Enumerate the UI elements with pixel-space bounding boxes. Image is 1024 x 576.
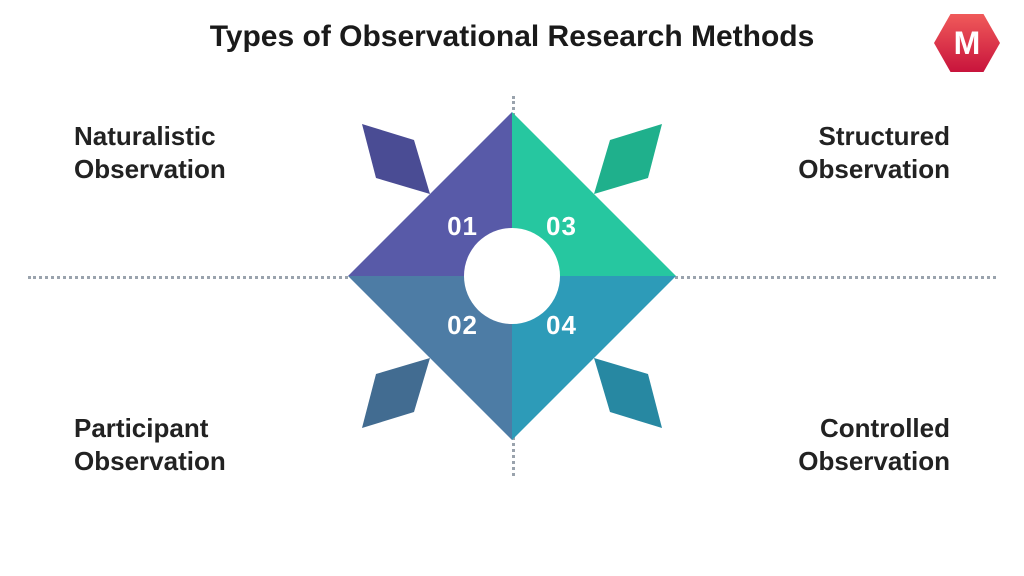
center-circle — [464, 228, 560, 324]
quadrant-bl-number: 02 — [447, 310, 478, 341]
label-bl: Participant Observation — [74, 412, 226, 479]
quadrant-tl-number: 01 — [447, 211, 478, 242]
label-tr: Structured Observation — [798, 120, 950, 187]
label-br: Controlled Observation — [798, 412, 950, 479]
brand-logo: M — [934, 14, 1000, 72]
quadrant-br-number: 04 — [546, 310, 577, 341]
quadrant-diagram: 01 03 02 04 — [312, 76, 712, 476]
label-tl: Naturalistic Observation — [74, 120, 226, 187]
logo-letter: M — [954, 25, 981, 61]
page-title: Types of Observational Research Methods — [0, 20, 1024, 54]
quadrant-tr-number: 03 — [546, 211, 577, 242]
